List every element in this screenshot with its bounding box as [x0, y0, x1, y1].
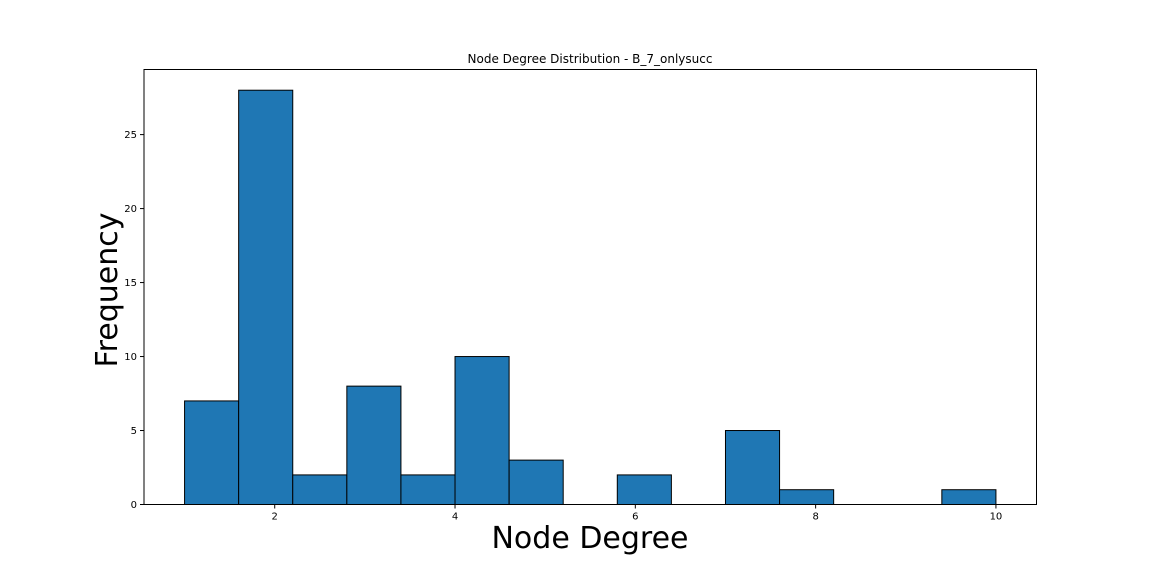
x-tick-label: 8	[812, 512, 818, 523]
histogram-bar	[941, 489, 997, 505]
x-tick-label: 4	[452, 512, 458, 523]
y-tick-label: 20	[124, 204, 137, 215]
x-tick-label: 10	[990, 512, 1003, 523]
y-tick-label: 10	[124, 352, 137, 363]
bars-group	[184, 89, 997, 506]
x-tick-label: 6	[632, 512, 638, 523]
histogram-bar	[184, 400, 240, 505]
y-axis-label: Frequency	[90, 213, 125, 368]
y-tick-label: 5	[131, 426, 137, 437]
plot-frame	[143, 69, 1037, 505]
histogram-bar	[400, 474, 456, 506]
histogram-bar	[616, 474, 672, 506]
histogram-bar	[779, 489, 835, 505]
histogram-bar	[724, 430, 781, 506]
y-tick-label: 25	[124, 130, 137, 141]
histogram-bar	[238, 89, 294, 505]
histogram-bar	[454, 356, 510, 505]
histogram-bar	[508, 459, 564, 505]
y-tick-label: 15	[124, 278, 137, 289]
chart-title: Node Degree Distribution - B_7_onlysucc	[468, 52, 713, 66]
x-axis-label: Node Degree	[491, 521, 688, 556]
x-tick-label: 2	[272, 512, 278, 523]
y-axis: 0 5 10 15 20 25	[124, 130, 144, 511]
x-axis: 2 4 6 8 10	[272, 504, 1003, 523]
histogram-bar	[292, 474, 348, 506]
y-tick-label: 0	[131, 500, 137, 511]
histogram-bar	[346, 385, 402, 506]
